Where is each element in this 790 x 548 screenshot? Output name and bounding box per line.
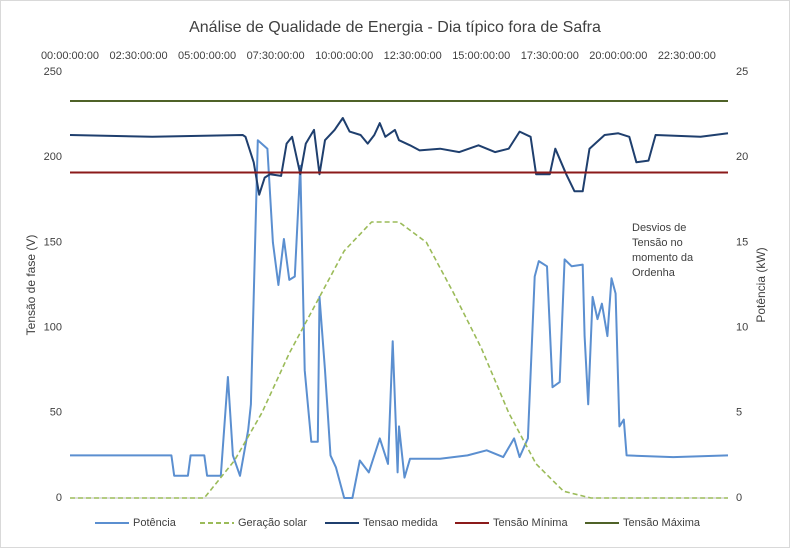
x-tick-label: 12:30:00:00 — [384, 50, 442, 62]
y-tick-label: 200 — [44, 151, 62, 163]
y2-tick-label: 15 — [736, 236, 748, 248]
x-tick-label: 10:00:00:00 — [315, 50, 373, 62]
legend-label: Potência — [133, 517, 177, 529]
x-tick-label: 02:30:00:00 — [109, 50, 167, 62]
series-line — [69, 117, 729, 196]
y2-tick-label: 25 — [736, 66, 748, 78]
y-tick-label: 0 — [56, 492, 62, 504]
x-tick-label: 22:30:00:00 — [658, 50, 716, 62]
y2-tick-label: 0 — [736, 492, 742, 504]
chart-title: Análise de Qualidade de Energia - Dia tí… — [189, 19, 601, 36]
annotation: Ordenha — [632, 267, 676, 279]
y2-tick-label: 5 — [736, 407, 742, 419]
annotation: momento da — [632, 252, 694, 264]
x-tick-label: 15:00:00:00 — [452, 50, 510, 62]
x-tick-label: 00:00:00:00 — [41, 50, 99, 62]
legend-label: Tensão Mínima — [493, 517, 568, 529]
annotation: Desvios de — [632, 222, 686, 234]
legend-label: Tensao medida — [363, 517, 438, 529]
legend-label: Geração solar — [238, 517, 307, 529]
series-line — [70, 221, 728, 499]
y-tick-label: 250 — [44, 66, 62, 78]
x-tick-label: 20:00:00:00 — [589, 50, 647, 62]
y-axis-label: Tensão de fase (V) — [24, 235, 38, 336]
y2-tick-label: 10 — [736, 322, 748, 334]
y2-axis-label: Potência (kW) — [754, 247, 768, 322]
y-tick-label: 50 — [50, 407, 62, 419]
y-tick-label: 100 — [44, 322, 62, 334]
y2-tick-label: 20 — [736, 151, 748, 163]
x-tick-label: 17:30:00:00 — [521, 50, 579, 62]
series-line — [70, 139, 729, 499]
legend-label: Tensão Máxima — [623, 517, 701, 529]
y-tick-label: 150 — [44, 236, 62, 248]
annotation: Tensão no — [632, 237, 683, 249]
x-tick-label: 05:00:00:00 — [178, 50, 236, 62]
x-tick-label: 07:30:00:00 — [247, 50, 305, 62]
